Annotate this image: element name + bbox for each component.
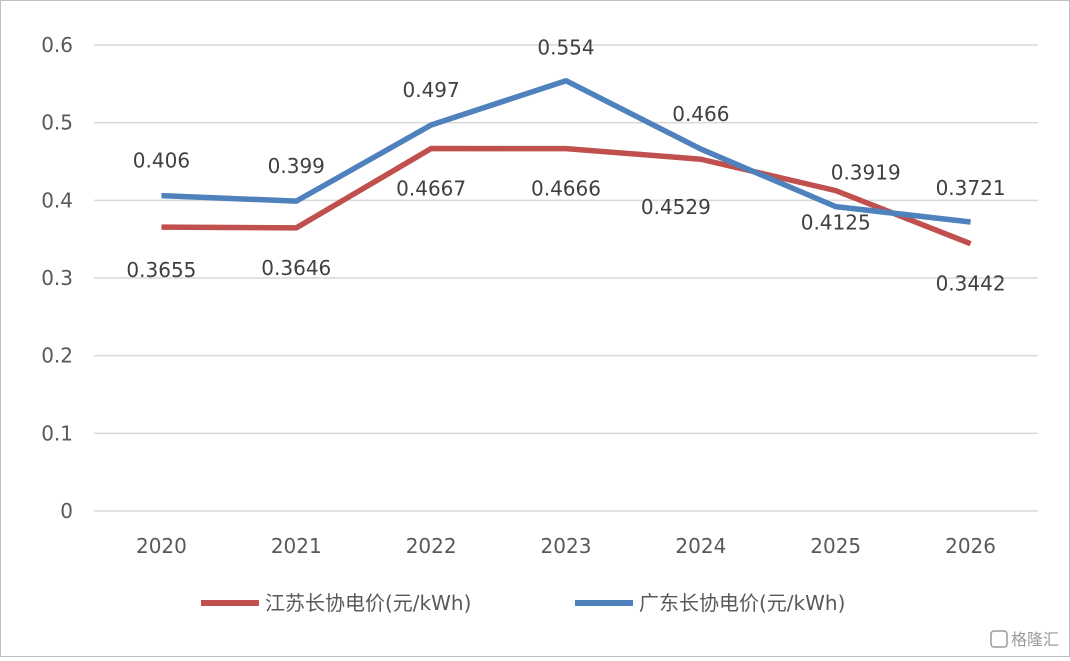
y-tick-label: 0 [60,499,73,523]
y-tick-label: 0.1 [41,421,73,445]
data-label: 0.3655 [126,258,196,282]
data-label: 0.3919 [831,161,901,185]
y-tick-label: 0.5 [41,111,73,135]
legend-label: 广东长协电价(元/kWh) [639,591,845,615]
data-label: 0.406 [133,149,190,173]
y-axis-ticks: 0 0.1 0.2 0.3 0.4 0.5 0.6 [41,33,73,523]
x-tick-label: 2023 [541,534,592,558]
data-label: 0.497 [403,78,460,102]
gelonghui-logo-icon [990,630,1008,648]
data-label: 0.466 [672,102,729,126]
data-label: 0.554 [537,36,594,60]
data-label: 0.399 [268,154,325,178]
x-axis-ticks: 2020 2021 2022 2023 2024 2025 2026 [136,534,996,558]
watermark: 格隆汇 [990,630,1059,649]
data-label: 0.3442 [936,272,1006,296]
data-label: 0.4667 [396,177,466,201]
legend-label: 江苏长协电价(元/kWh) [265,591,471,615]
data-label: 0.3721 [936,176,1006,200]
x-tick-label: 2024 [675,534,726,558]
series-lines [161,77,972,247]
gridlines [94,44,1038,512]
x-tick-label: 2020 [136,534,187,558]
y-tick-label: 0.3 [41,266,73,290]
data-label: 0.4125 [801,211,871,235]
x-tick-label: 2021 [271,534,322,558]
x-tick-label: 2022 [406,534,457,558]
series-line-jiangsu [161,145,972,247]
y-tick-label: 0.2 [41,344,73,368]
data-label: 0.4666 [531,177,601,201]
data-label: 0.3646 [261,256,331,280]
data-labels: 0.3655 0.3646 0.4667 0.4666 0.4529 0.4125 0.34… [126,36,1005,296]
y-tick-label: 0.4 [41,188,73,212]
watermark-text: 格隆汇 [1011,630,1059,649]
y-tick-label: 0.6 [41,33,73,57]
series-line-guangdong [161,77,971,225]
data-label: 0.4529 [641,195,711,219]
x-tick-label: 2025 [810,534,861,558]
x-tick-label: 2026 [945,534,996,558]
legend: 江苏长协电价(元/kWh) 广东长协电价(元/kWh) [201,591,845,615]
